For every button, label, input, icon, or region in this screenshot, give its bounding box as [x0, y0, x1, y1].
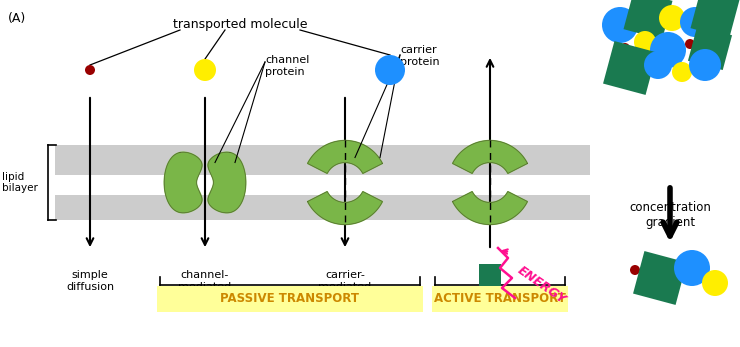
- FancyBboxPatch shape: [432, 286, 568, 312]
- Circle shape: [659, 5, 685, 31]
- Bar: [603, 41, 657, 95]
- Text: PASSIVE TRANSPORT: PASSIVE TRANSPORT: [221, 293, 360, 305]
- Circle shape: [194, 59, 216, 81]
- Text: simple
diffusion: simple diffusion: [66, 270, 114, 291]
- Circle shape: [650, 32, 686, 68]
- Polygon shape: [453, 192, 528, 225]
- Text: carrier-
mediated: carrier- mediated: [318, 270, 371, 291]
- Bar: [55, 175, 590, 195]
- Circle shape: [674, 250, 710, 286]
- Polygon shape: [164, 152, 202, 213]
- Text: lipid
bilayer: lipid bilayer: [2, 172, 38, 193]
- Circle shape: [672, 62, 692, 82]
- Circle shape: [375, 55, 405, 85]
- Polygon shape: [208, 152, 246, 213]
- FancyBboxPatch shape: [157, 286, 423, 312]
- Text: ACTIVE TRANSPORT: ACTIVE TRANSPORT: [434, 293, 566, 305]
- Circle shape: [702, 270, 728, 296]
- Bar: [633, 251, 687, 305]
- Text: concentration
gradient: concentration gradient: [629, 201, 711, 229]
- Bar: [688, 26, 732, 70]
- Polygon shape: [453, 141, 528, 174]
- Text: (A): (A): [8, 12, 26, 25]
- Circle shape: [689, 49, 721, 81]
- Circle shape: [602, 7, 638, 43]
- Bar: [690, 0, 739, 39]
- Text: channel
protein: channel protein: [265, 55, 309, 77]
- Polygon shape: [308, 141, 383, 174]
- Polygon shape: [308, 192, 383, 225]
- Circle shape: [85, 65, 95, 75]
- Text: transported molecule: transported molecule: [172, 18, 307, 31]
- Text: carrier
protein: carrier protein: [400, 45, 440, 67]
- Text: ENERGY: ENERGY: [515, 264, 568, 306]
- Bar: [55, 195, 590, 220]
- Bar: [55, 145, 590, 175]
- Circle shape: [680, 7, 710, 37]
- Circle shape: [620, 43, 630, 53]
- Circle shape: [634, 31, 656, 53]
- Circle shape: [644, 51, 672, 79]
- Bar: [479, 264, 501, 286]
- Circle shape: [630, 265, 640, 275]
- Text: channel-
mediated: channel- mediated: [178, 270, 232, 291]
- Circle shape: [685, 39, 695, 49]
- Bar: [624, 0, 673, 40]
